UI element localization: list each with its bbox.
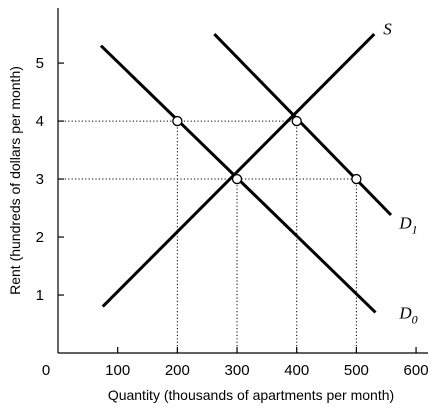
x-tick-label: 100 <box>105 362 130 379</box>
origin-label: 0 <box>42 362 50 379</box>
y-tick-label: 2 <box>36 229 44 246</box>
guide-lines <box>58 120 357 353</box>
equilibrium-point <box>351 173 362 185</box>
ticks: 100 200 300 400 500 600 1 2 3 4 5 <box>36 55 429 379</box>
y-axis-label: Rent (hundreds of dollars per month) <box>7 66 23 295</box>
x-tick-label: 500 <box>344 362 369 379</box>
curve-label-D0: D0 <box>398 303 417 326</box>
y-tick-label: 3 <box>36 171 44 188</box>
equilibrium-point <box>291 115 302 127</box>
curve-label-S: S <box>383 19 392 38</box>
points <box>172 115 362 185</box>
curve-S <box>101 33 376 308</box>
equilibrium-point <box>231 173 243 185</box>
y-tick-label: 4 <box>36 113 44 130</box>
x-tick-label: 400 <box>284 362 309 379</box>
x-axis-label: Quantity (thousands of apartments per mo… <box>108 387 394 403</box>
x-tick-label: 200 <box>165 362 190 379</box>
curves: S D1 D0 <box>99 19 418 326</box>
x-tick-label: 300 <box>225 362 250 379</box>
x-tick-label: 600 <box>404 362 429 379</box>
curve-label-D1: D1 <box>398 214 417 237</box>
equilibrium-point <box>172 115 183 127</box>
y-tick-label: 1 <box>36 287 44 304</box>
curve-D1 <box>213 33 393 217</box>
y-tick-label: 5 <box>36 55 44 72</box>
